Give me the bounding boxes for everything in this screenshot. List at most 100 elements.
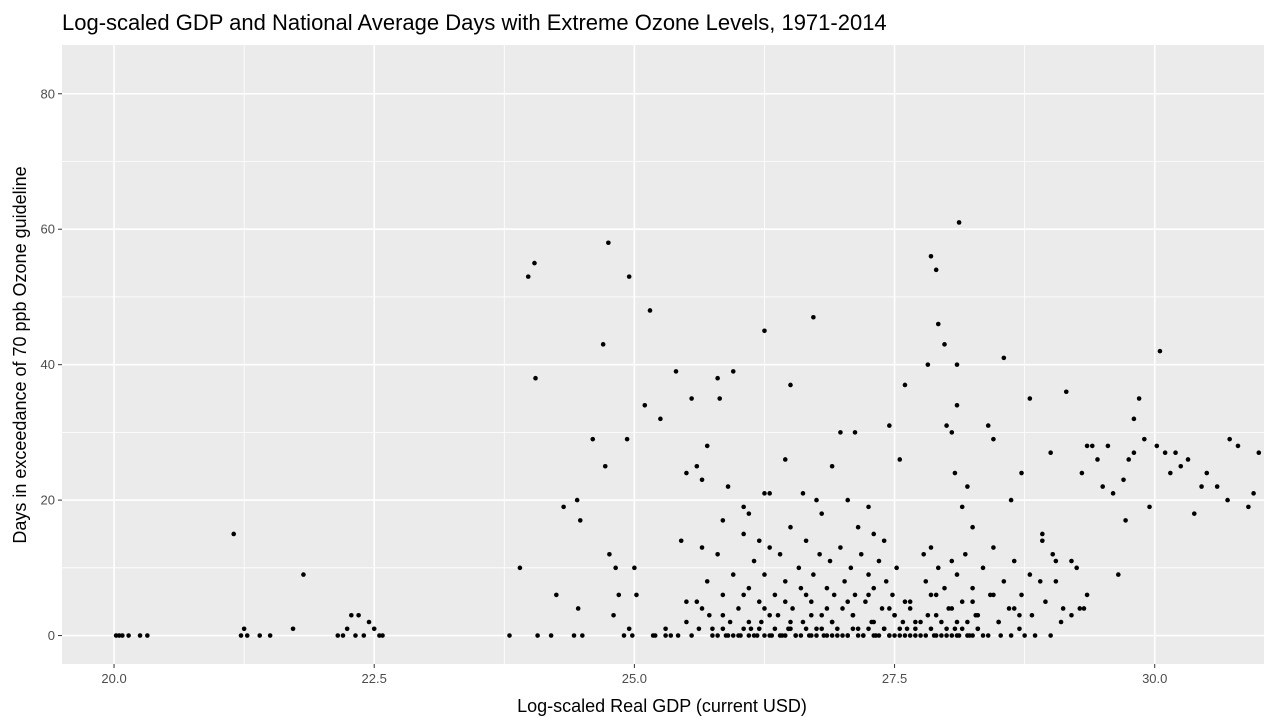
data-point (694, 463, 700, 469)
data-point (913, 626, 918, 632)
data-point (793, 633, 798, 638)
data-point (720, 626, 726, 632)
data-point (600, 342, 606, 347)
data-point (561, 504, 566, 510)
data-point (590, 436, 596, 442)
data-point (782, 579, 788, 584)
data-point (965, 484, 970, 489)
data-point (939, 633, 944, 638)
data-point (762, 633, 767, 638)
data-point (684, 619, 689, 625)
data-point (517, 565, 523, 571)
data-point (980, 565, 986, 571)
data-point (689, 396, 694, 401)
data-point (808, 612, 814, 618)
data-point (741, 626, 746, 632)
data-point (120, 633, 125, 638)
data-point (762, 491, 767, 496)
data-point (1157, 348, 1163, 354)
x-tick-label: 25.0 (622, 671, 647, 686)
data-point (675, 633, 681, 638)
data-point (840, 606, 845, 611)
data-point (902, 599, 908, 604)
data-point (621, 633, 627, 638)
data-point (970, 599, 975, 604)
data-point (866, 592, 871, 598)
data-point (949, 558, 955, 564)
data-point (850, 626, 856, 632)
data-point (800, 491, 806, 496)
data-point (876, 558, 882, 564)
data-point (942, 342, 947, 347)
data-point (925, 612, 931, 618)
data-point (928, 545, 934, 550)
data-point (720, 592, 726, 598)
y-tick-label: 80 (41, 86, 55, 101)
data-point (871, 531, 877, 537)
data-point (975, 612, 981, 618)
data-point (626, 626, 632, 632)
data-point (808, 633, 814, 638)
data-point (925, 362, 931, 367)
data-point (1154, 443, 1160, 449)
data-point (762, 572, 767, 577)
data-point (803, 592, 809, 598)
data-point (1191, 511, 1197, 516)
data-point (913, 619, 918, 625)
x-axis-title: Log-scaled Real GDP (current USD) (517, 696, 807, 716)
data-point (244, 633, 250, 638)
data-point (696, 626, 702, 632)
data-point (1225, 497, 1230, 503)
data-point (730, 572, 736, 577)
data-point (1008, 633, 1014, 638)
data-point (824, 633, 830, 638)
data-point (575, 606, 581, 611)
data-point (642, 402, 648, 408)
data-point (855, 524, 861, 530)
data-point (907, 599, 913, 604)
data-point (571, 633, 577, 638)
data-point (887, 606, 892, 611)
data-point (871, 619, 877, 625)
data-point (532, 260, 537, 266)
data-point (1077, 606, 1083, 611)
data-point (887, 633, 892, 638)
data-point (942, 585, 947, 591)
data-point (965, 633, 970, 638)
data-point (798, 633, 804, 638)
data-point (840, 633, 845, 638)
data-point (756, 599, 762, 604)
data-point (1001, 355, 1007, 361)
data-point (1126, 457, 1132, 462)
data-point (1131, 450, 1137, 456)
data-point (829, 463, 835, 469)
data-point (647, 308, 653, 313)
data-point (944, 633, 949, 638)
data-point (762, 328, 767, 334)
data-point (897, 633, 903, 638)
data-point (850, 612, 856, 618)
data-point (1251, 491, 1256, 496)
data-point (796, 565, 802, 571)
data-point (673, 369, 679, 374)
data-point (380, 633, 385, 638)
data-point (356, 612, 361, 618)
data-point (900, 619, 906, 625)
data-point (838, 545, 843, 550)
data-point (897, 626, 903, 632)
data-point (1040, 531, 1045, 537)
data-point (788, 382, 793, 388)
y-tick-label: 40 (41, 357, 55, 372)
data-point (959, 504, 965, 510)
data-point (759, 619, 764, 625)
data-point (954, 362, 960, 367)
y-tick-label: 20 (41, 493, 55, 508)
data-point (800, 619, 806, 625)
data-point (606, 240, 611, 246)
data-point (1043, 599, 1048, 604)
data-point (535, 633, 540, 638)
data-point (904, 626, 910, 632)
data-point (949, 633, 955, 638)
data-point (871, 585, 877, 591)
